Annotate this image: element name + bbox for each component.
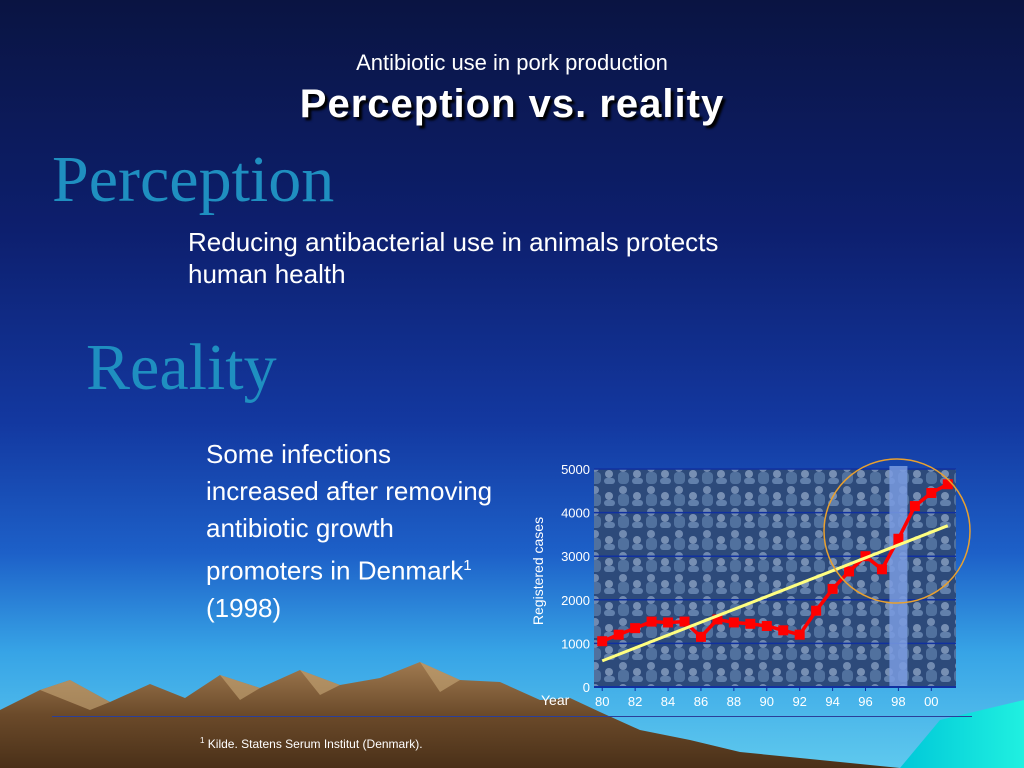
data-point (942, 479, 953, 490)
data-point (811, 605, 822, 616)
data-point (860, 551, 871, 562)
reality-text: Some infections increased after removing… (206, 436, 496, 627)
y-axis-label: Registered cases (530, 517, 546, 625)
x-tick-label: 98 (891, 694, 905, 709)
data-point (909, 501, 920, 512)
y-tick-label: 0 (583, 680, 590, 695)
x-tick-label: 00 (924, 694, 938, 709)
y-tick-label: 1000 (561, 636, 590, 651)
highlight-circle (823, 458, 971, 604)
perception-text: Reducing antibacterial use in animals pr… (188, 227, 719, 289)
reality-text-tail: (1998) (206, 592, 282, 623)
y-tick-label: 2000 (561, 593, 590, 608)
x-tick-label: 96 (858, 694, 872, 709)
data-point (679, 616, 690, 627)
footnote-divider (52, 716, 972, 717)
x-tick-label: 84 (661, 694, 675, 709)
x-tick-label: 94 (825, 694, 839, 709)
data-point (695, 631, 706, 642)
data-point (663, 617, 674, 628)
x-tick-label: 92 (792, 694, 806, 709)
footnote: 1 Kilde. Statens Serum Institut (Denmark… (200, 736, 423, 751)
series-line (601, 482, 949, 643)
trend-line (601, 524, 949, 663)
data-point (613, 629, 624, 640)
footnote-sup: 1 (200, 736, 205, 745)
data-point (794, 629, 805, 640)
x-tick-label: 82 (628, 694, 642, 709)
slide-subtitle: Antibiotic use in pork production (356, 50, 668, 75)
data-point (728, 617, 739, 628)
highlight-1998-band (889, 466, 908, 687)
x-tick-label: 80 (595, 694, 609, 709)
data-point (926, 487, 937, 498)
mountains-decoration (0, 662, 1024, 768)
data-point (876, 564, 887, 575)
reality-text-sup: 1 (463, 557, 472, 574)
x-tick-label: 86 (694, 694, 708, 709)
reality-text-main: Some infections increased after removing… (206, 439, 493, 586)
data-point (761, 620, 772, 631)
y-tick-label: 3000 (561, 549, 590, 564)
data-point (712, 614, 723, 625)
data-point (778, 625, 789, 636)
data-point (646, 616, 657, 627)
data-point (844, 566, 855, 577)
reality-heading: Reality (86, 331, 277, 404)
data-point (745, 618, 756, 629)
data-point (893, 533, 904, 544)
x-axis-label: Year (541, 692, 570, 708)
y-tick-label: 5000 (561, 462, 590, 477)
slide-title: Perception vs. reality (299, 82, 725, 126)
data-point (630, 623, 641, 634)
footnote-text: Kilde. Statens Serum Institut (Denmark). (204, 737, 423, 751)
x-tick-label: 88 (727, 694, 741, 709)
perception-heading: Perception (52, 143, 335, 216)
x-tick-label: 90 (760, 694, 774, 709)
data-point (597, 636, 608, 647)
data-point (827, 583, 838, 594)
y-tick-label: 4000 (561, 506, 590, 521)
